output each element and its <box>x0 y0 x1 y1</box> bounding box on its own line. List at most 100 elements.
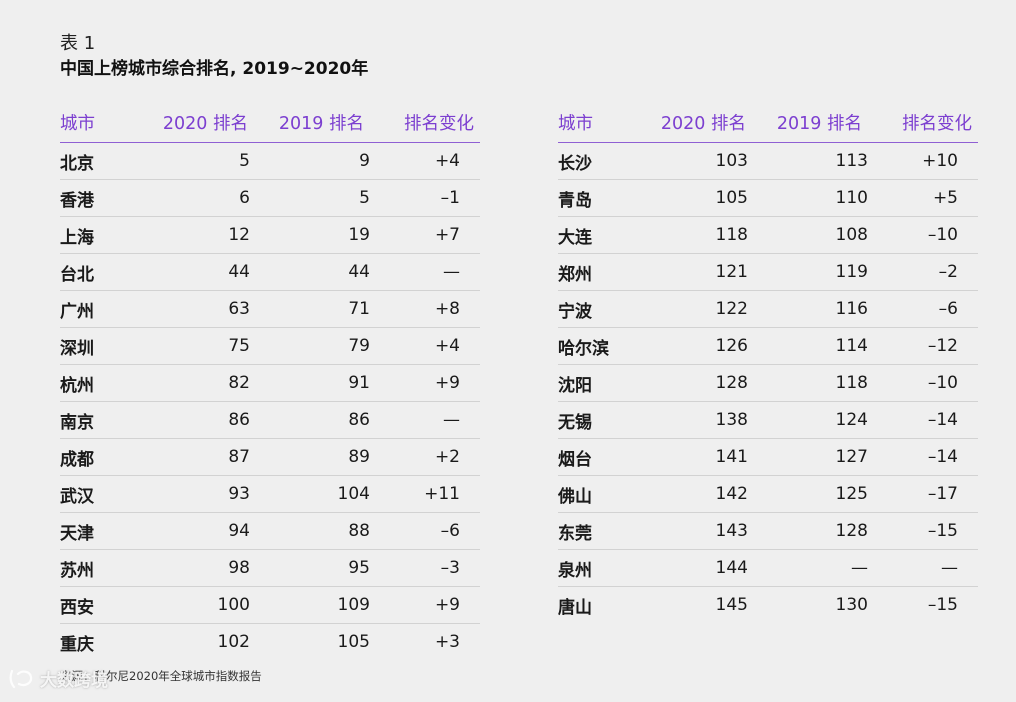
table-row: 沈阳 128 118 –10 <box>558 365 978 402</box>
table-header: 城市 2020 排名 2019 排名 排名变化 <box>558 102 978 143</box>
cell-city: 哈尔滨 <box>558 338 609 359</box>
cell-rank-2020: 102 <box>217 632 250 652</box>
cell-city: 苏州 <box>60 560 94 581</box>
cell-rank-2019: 104 <box>337 484 370 504</box>
cell-city: 郑州 <box>558 264 592 285</box>
cell-rank-2019: 127 <box>835 447 868 467</box>
cell-rank-2019: 108 <box>835 225 868 245</box>
cell-rank-change: –15 <box>927 595 958 615</box>
cell-rank-change: — <box>941 558 958 578</box>
table-row: 上海 12 19 +7 <box>60 217 480 254</box>
watermark-text: 大数跨境 <box>40 671 108 691</box>
cell-rank-2019: 113 <box>835 151 868 171</box>
cell-rank-change: +3 <box>434 632 460 652</box>
cell-rank-2020: 93 <box>228 484 250 504</box>
source-note: 来源：科尔尼2020年全球城市指数报告 <box>60 669 262 683</box>
cell-city: 杭州 <box>60 375 94 396</box>
cell-rank-2019: 91 <box>348 373 370 393</box>
table-row: 南京 86 86 — <box>60 402 480 439</box>
cell-city: 武汉 <box>60 486 94 507</box>
table-row: 无锡 138 124 –14 <box>558 402 978 439</box>
cell-rank-2019: 110 <box>835 188 868 208</box>
table-row: 泉州 144 — — <box>558 550 978 587</box>
cell-rank-2020: 128 <box>715 373 748 393</box>
cell-rank-2019: 88 <box>348 521 370 541</box>
cell-rank-2020: 145 <box>715 595 748 615</box>
cell-city: 无锡 <box>558 412 592 433</box>
cell-rank-2020: 126 <box>715 336 748 356</box>
cell-rank-change: –1 <box>440 188 460 208</box>
table-body: 北京 5 9 +4 香港 6 5 –1 上海 12 19 +7 台北 44 44 — 广州 63 71 +8 深圳 75 7… <box>60 143 480 660</box>
cell-rank-2019: 44 <box>348 262 370 282</box>
table-row: 深圳 75 79 +4 <box>60 328 480 365</box>
cell-rank-2019: 105 <box>337 632 370 652</box>
cell-rank-change: +11 <box>424 484 460 504</box>
cell-rank-change: –6 <box>938 299 958 319</box>
cell-city: 唐山 <box>558 597 592 618</box>
table-row: 天津 94 88 –6 <box>60 513 480 550</box>
table-row: 东莞 143 128 –15 <box>558 513 978 550</box>
cell-rank-2020: 138 <box>715 410 748 430</box>
table-row: 西安 100 109 +9 <box>60 587 480 624</box>
cell-rank-change: –14 <box>927 447 958 467</box>
cell-rank-2019: 19 <box>348 225 370 245</box>
cell-rank-2019: 130 <box>835 595 868 615</box>
table-row: 烟台 141 127 –14 <box>558 439 978 476</box>
cell-rank-2020: 122 <box>715 299 748 319</box>
cell-rank-2019: 89 <box>348 447 370 467</box>
header-rank-change: 排名变化 <box>404 113 474 134</box>
cell-rank-2020: 105 <box>715 188 748 208</box>
table-row: 哈尔滨 126 114 –12 <box>558 328 978 365</box>
cell-rank-change: +7 <box>434 225 460 245</box>
table-row: 宁波 122 116 –6 <box>558 291 978 328</box>
header-rank-2019: 2019 排名 <box>776 113 862 134</box>
header-city: 城市 <box>558 113 593 134</box>
cell-rank-2020: 75 <box>228 336 250 356</box>
table-row: 苏州 98 95 –3 <box>60 550 480 587</box>
cell-rank-2019: 116 <box>835 299 868 319</box>
table-row: 重庆 102 105 +3 <box>60 624 480 660</box>
cell-rank-2019: 119 <box>835 262 868 282</box>
cell-rank-2019: 86 <box>348 410 370 430</box>
header-rank-2020: 2020 排名 <box>660 113 746 134</box>
cell-rank-2020: 141 <box>715 447 748 467</box>
cell-city: 宁波 <box>558 301 592 322</box>
cell-city: 沈阳 <box>558 375 592 396</box>
cell-rank-change: –14 <box>927 410 958 430</box>
cell-rank-change: — <box>443 410 460 430</box>
cell-rank-2020: 5 <box>239 151 250 171</box>
cell-city: 台北 <box>60 264 94 285</box>
header-rank-change: 排名变化 <box>902 113 972 134</box>
cell-city: 成都 <box>60 449 94 470</box>
watermark-logo-icon <box>9 669 33 688</box>
cell-rank-2020: 87 <box>228 447 250 467</box>
cell-rank-change: –12 <box>927 336 958 356</box>
cell-rank-2019: 95 <box>348 558 370 578</box>
cell-rank-2020: 121 <box>715 262 748 282</box>
cell-city: 西安 <box>60 597 94 618</box>
cell-city: 大连 <box>558 227 592 248</box>
cell-rank-2020: 144 <box>715 558 748 578</box>
table-caption: 表 1 <box>60 33 96 54</box>
cell-city: 东莞 <box>558 523 592 544</box>
cell-rank-2019: 5 <box>359 188 370 208</box>
table-body: 长沙 103 113 +10 青岛 105 110 +5 大连 118 108 –10 郑州 121 119… <box>558 143 978 623</box>
cell-city: 广州 <box>60 301 94 322</box>
cell-city: 泉州 <box>558 560 592 581</box>
header-city: 城市 <box>60 113 95 134</box>
cell-rank-2020: 142 <box>715 484 748 504</box>
cell-rank-change: –10 <box>927 225 958 245</box>
cell-rank-change: +10 <box>922 151 958 171</box>
cell-rank-change: –17 <box>927 484 958 504</box>
table-row: 香港 6 5 –1 <box>60 180 480 217</box>
cell-rank-change: –2 <box>938 262 958 282</box>
header-rank-2019: 2019 排名 <box>278 113 364 134</box>
table-row: 郑州 121 119 –2 <box>558 254 978 291</box>
cell-city: 香港 <box>60 190 94 211</box>
ranking-table-right: 城市 2020 排名 2019 排名 排名变化 长沙 103 113 +10 青岛 105… <box>558 102 978 623</box>
cell-rank-2020: 86 <box>228 410 250 430</box>
table-row: 佛山 142 125 –17 <box>558 476 978 513</box>
cell-rank-2019: 9 <box>359 151 370 171</box>
ranking-table-left: 城市 2020 排名 2019 排名 排名变化 北京 5 9 +4 香港 6 5 –1 上海 12… <box>60 102 480 660</box>
table-header: 城市 2020 排名 2019 排名 排名变化 <box>60 102 480 143</box>
